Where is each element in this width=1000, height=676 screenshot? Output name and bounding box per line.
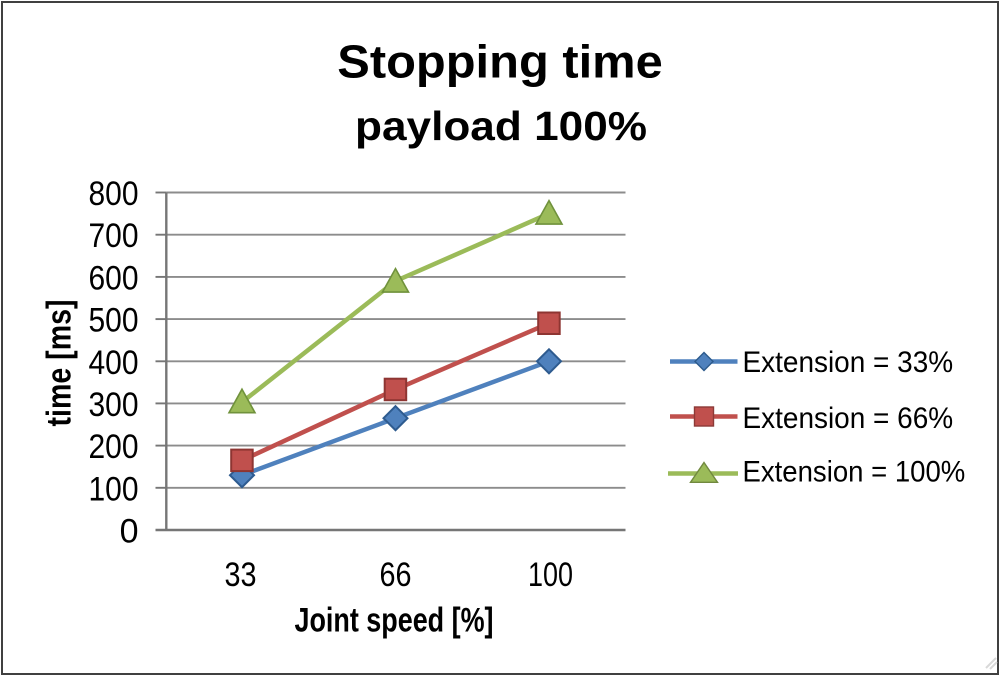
svg-text:500: 500: [89, 302, 139, 340]
svg-text:0: 0: [120, 513, 139, 551]
svg-text:Stopping time: Stopping time: [337, 36, 663, 88]
svg-text:time [ms]: time [ms]: [41, 300, 79, 427]
svg-text:66: 66: [380, 556, 412, 594]
svg-text:Extension = 100%: Extension = 100%: [743, 456, 966, 489]
svg-text:100: 100: [89, 470, 139, 508]
svg-text:Joint speed [%]: Joint speed [%]: [295, 602, 494, 640]
svg-text:600: 600: [89, 259, 139, 297]
svg-text:33: 33: [225, 556, 257, 594]
svg-text:800: 800: [89, 175, 139, 213]
svg-text:Extension = 66%: Extension = 66%: [743, 402, 954, 435]
svg-text:payload 100%: payload 100%: [355, 103, 647, 149]
svg-text:Extension = 33%: Extension = 33%: [743, 346, 954, 379]
svg-text:700: 700: [89, 217, 139, 255]
svg-text:400: 400: [89, 344, 139, 382]
svg-text:100: 100: [528, 556, 573, 594]
svg-text:300: 300: [89, 386, 139, 424]
svg-text:200: 200: [89, 428, 139, 466]
